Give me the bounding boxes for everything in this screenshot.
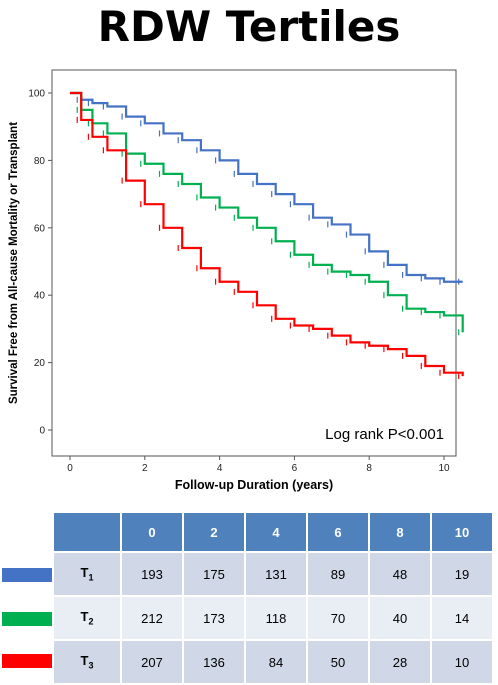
x-tick-label: 2 bbox=[142, 463, 148, 474]
row-label: T1 bbox=[52, 551, 122, 597]
header-cell bbox=[52, 511, 122, 553]
x-tick-label: 0 bbox=[67, 463, 73, 474]
y-tick-label: 20 bbox=[34, 358, 46, 369]
table-row: T2 212 173 118 70 40 14 bbox=[52, 595, 494, 641]
legend-swatch-t1 bbox=[2, 568, 52, 582]
table-cell: 193 bbox=[120, 551, 184, 597]
table-cell: 175 bbox=[182, 551, 246, 597]
table-cell: 50 bbox=[306, 639, 370, 685]
risk-table: 0 2 4 6 8 10 T1 193 175 131 89 48 19 T2 … bbox=[52, 511, 494, 685]
table-cell: 207 bbox=[120, 639, 184, 685]
y-tick-label: 60 bbox=[34, 223, 46, 234]
table-cell: 173 bbox=[182, 595, 246, 641]
table-cell: 118 bbox=[244, 595, 308, 641]
table-cell: 28 bbox=[368, 639, 432, 685]
header-cell: 2 bbox=[182, 511, 246, 553]
table-cell: 84 bbox=[244, 639, 308, 685]
y-tick-label: 40 bbox=[34, 291, 46, 302]
x-axis-title: Follow-up Duration (years) bbox=[175, 478, 333, 492]
series-group bbox=[70, 91, 464, 380]
header-cell: 4 bbox=[244, 511, 308, 553]
x-tick-label: 8 bbox=[366, 463, 372, 474]
x-tick-label: 4 bbox=[217, 463, 223, 474]
legend-swatch-t2 bbox=[2, 612, 52, 626]
table-cell: 10 bbox=[430, 639, 494, 685]
table-cell: 70 bbox=[306, 595, 370, 641]
survival-curve-t1 bbox=[70, 91, 463, 283]
table-cell: 89 bbox=[306, 551, 370, 597]
y-tick-label: 0 bbox=[39, 426, 45, 437]
x-tick-label: 10 bbox=[438, 463, 450, 474]
x-tick-label: 6 bbox=[292, 463, 298, 474]
survival-chart: 0 20 40 60 80 100 0 2 4 6 8 10 Log rank P<0.001 Fo… bbox=[8, 69, 464, 492]
survival-curve-t2 bbox=[70, 91, 464, 333]
table-cell: 14 bbox=[430, 595, 494, 641]
header-cell: 6 bbox=[306, 511, 370, 553]
table-cell: 40 bbox=[368, 595, 432, 641]
y-tick-label: 100 bbox=[28, 89, 45, 100]
table-row: T3 207 136 84 50 28 10 bbox=[52, 639, 494, 685]
legend-swatch-t3 bbox=[2, 654, 52, 668]
x-axis: 0 2 4 6 8 10 bbox=[67, 456, 450, 474]
header-cell: 0 bbox=[120, 511, 184, 553]
table-cell: 48 bbox=[368, 551, 432, 597]
survival-curve-t3 bbox=[70, 91, 464, 377]
y-axis: 0 20 40 60 80 100 bbox=[28, 89, 52, 437]
risk-table-header: 0 2 4 6 8 10 bbox=[52, 511, 494, 553]
table-cell: 131 bbox=[244, 551, 308, 597]
y-axis-title: Survival Free from All-cause Mortality o… bbox=[8, 122, 20, 404]
page-title: RDW Tertiles bbox=[97, 2, 401, 51]
table-row: T1 193 175 131 89 48 19 bbox=[52, 551, 494, 597]
table-cell: 19 bbox=[430, 551, 494, 597]
row-label: T2 bbox=[52, 595, 122, 641]
plot-area bbox=[51, 69, 457, 457]
table-cell: 136 bbox=[182, 639, 246, 685]
row-label: T3 bbox=[52, 639, 122, 685]
y-tick-label: 80 bbox=[34, 156, 46, 167]
table-cell: 212 bbox=[120, 595, 184, 641]
header-cell: 10 bbox=[430, 511, 494, 553]
header-cell: 8 bbox=[368, 511, 432, 553]
chart-annotation: Log rank P<0.001 bbox=[325, 426, 444, 443]
